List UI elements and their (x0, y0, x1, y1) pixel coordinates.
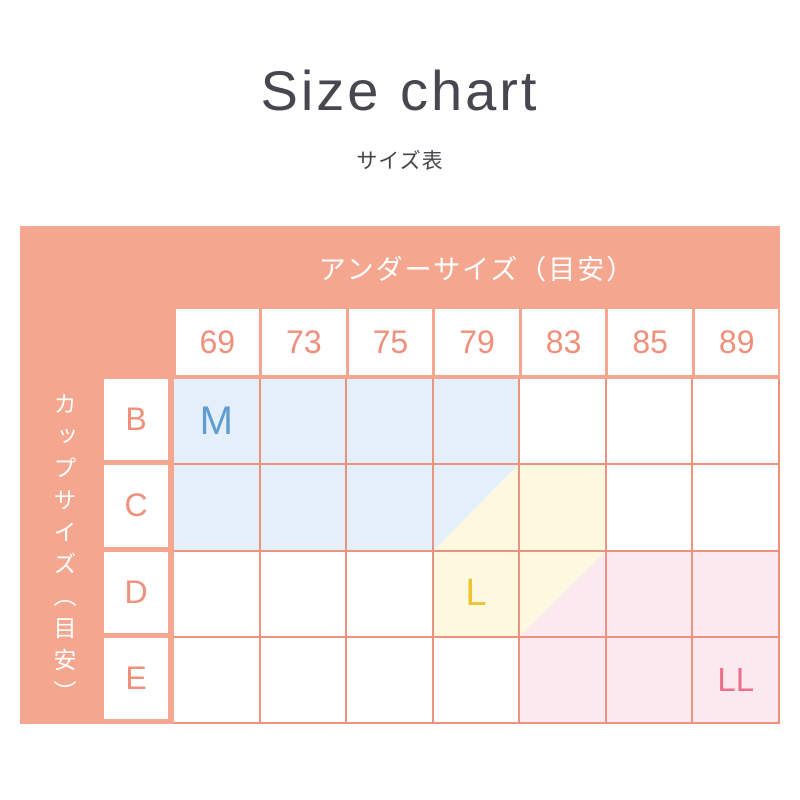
cell-E-73 (260, 637, 348, 724)
page-title: Size chart (260, 59, 540, 122)
cell-E-79 (433, 637, 521, 724)
size-grid: M L LL (174, 379, 780, 724)
column-header-row: 69 73 75 79 83 85 89 (174, 309, 780, 375)
cup-size-axis-label: カップサイズ（目安） (50, 391, 75, 712)
cell-C-69 (174, 465, 261, 552)
cell-D-79: L (433, 551, 521, 638)
column-header-85: 85 (608, 309, 692, 375)
column-header-75: 75 (348, 309, 433, 375)
cell-C-89 (693, 465, 780, 552)
cell-D-73 (260, 551, 348, 638)
cell-D-83 (520, 551, 607, 638)
under-size-axis-label: アンダーサイズ（目安） (318, 255, 636, 285)
cell-D-69 (174, 551, 261, 638)
column-header-83: 83 (521, 309, 606, 375)
row-header-B: B (104, 379, 168, 461)
column-header-89: 89 (694, 309, 779, 375)
cell-C-83 (520, 465, 607, 552)
cell-E-83 (520, 637, 607, 724)
cell-B-89 (693, 379, 780, 466)
page-subtitle: サイズ表 (356, 150, 444, 173)
cell-B-79 (433, 379, 521, 466)
cell-B-83 (520, 379, 607, 466)
cell-D-89 (693, 551, 780, 638)
cell-D-85 (606, 551, 694, 638)
column-header-73: 73 (262, 309, 346, 375)
size-label-M: M (199, 398, 233, 443)
cell-C-79 (433, 465, 521, 552)
cell-D-75 (347, 551, 434, 638)
cell-C-73 (260, 465, 348, 552)
row-header-C: C (104, 465, 168, 547)
column-header-79: 79 (435, 309, 519, 375)
cell-B-73 (260, 379, 348, 466)
cell-C-85 (606, 465, 694, 552)
row-header-E: E (104, 637, 168, 719)
row-header-D: D (104, 551, 168, 633)
cell-B-75 (347, 379, 434, 466)
cell-B-69: M (174, 379, 261, 466)
cell-B-85 (606, 379, 694, 466)
size-label-LL: LL (717, 660, 755, 698)
column-header-69: 69 (175, 309, 260, 375)
page: Size chart サイズ表 アンダーサイズ（目安） カップサイズ（目安） 6… (0, 58, 800, 724)
cell-E-75 (347, 637, 434, 724)
cell-C-75 (347, 465, 434, 552)
size-label-L: L (465, 572, 487, 615)
cell-E-89: LL (693, 637, 780, 724)
cell-E-69 (174, 637, 261, 724)
cell-E-85 (606, 637, 694, 724)
